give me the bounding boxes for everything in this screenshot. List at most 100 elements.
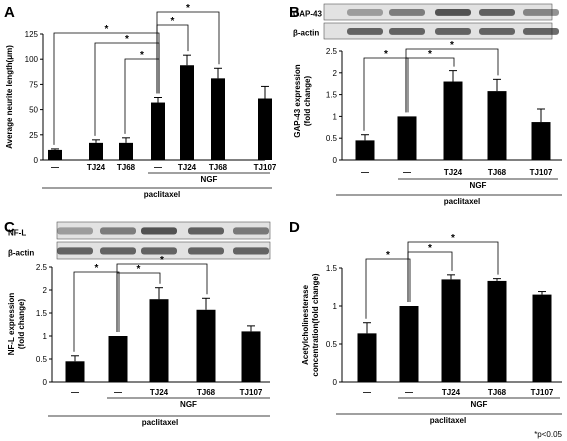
blot-band [389,28,425,35]
blot-band [435,28,471,35]
category-label: TJ68 [488,388,507,397]
y-tick-label: 0 [34,156,39,165]
significance-star: * [386,250,390,261]
significance-bracket [116,263,208,332]
significance-bracket [156,11,220,94]
significance-star: * [451,233,455,244]
treatment-label-paclitaxel: paclitaxel [144,190,180,199]
category-label: TJ24 [150,388,169,397]
y-tick-label: 2.5 [36,263,48,272]
category-label: TJ107 [254,163,277,172]
significance-star: * [384,49,388,60]
y-tick-label: 0.5 [326,340,338,349]
footnote: *p<0.05 [534,430,562,439]
y-tick-label: 1 [333,112,338,121]
y-tick-label: 2 [333,69,338,78]
blot-band [141,227,177,235]
panel-C: CNF-L β-actin 0 0.5 1 1.5 2 2.5 NF-L expression(… [4,219,271,427]
y-axis-title: NF-L expression(fold change) [7,293,26,356]
bar-C-2 [149,299,169,382]
significance-star: * [186,3,190,14]
blot-label: GAP-43 [293,10,322,19]
significance-star: * [428,49,432,60]
y-tick-label: 1 [43,332,48,341]
blot-band [188,227,224,235]
blot-band [389,9,425,16]
y-axis-title: Average neurite length(μm) [5,45,14,149]
category-label: — [114,388,122,397]
bar-A-2 [119,142,133,160]
bar-B-1 [397,116,417,160]
y-tick-label: 125 [25,30,39,39]
significance-bracket [405,48,499,113]
y-tick-label: 2.5 [326,47,338,56]
y-tick-label: 1.5 [326,91,338,100]
bar-C-4 [241,331,261,382]
bar-A-4 [180,65,194,160]
category-label: TJ24 [87,163,106,172]
treatment-label-paclitaxel: paclitaxel [430,416,466,425]
significance-bracket [407,241,499,302]
significance-star: * [105,24,109,35]
blot-band [188,247,224,255]
category-label: TJ24 [442,388,461,397]
significance-star: * [160,255,164,266]
category-label: TJ68 [209,163,228,172]
bar-D-3 [487,280,507,382]
category-label: — [361,168,369,177]
blot-band [57,247,93,255]
bar-D-1 [399,306,419,382]
panel-A: A 0 25 50 75 100 125 Average neurite length(μm)… [4,3,277,199]
blot-label: β-actin [293,29,319,38]
group-label-ngf: NGF [471,400,488,409]
significance-bracket [73,271,120,352]
blot-band [523,28,559,35]
bar-D-4 [532,294,552,382]
category-label: TJ68 [488,168,507,177]
category-label: TJ107 [531,388,554,397]
category-label: TJ107 [240,388,263,397]
category-label: — [403,168,411,177]
y-tick-label: 0.5 [36,355,48,364]
significance-star: * [450,40,454,51]
y-tick-label: 75 [29,80,38,89]
category-label: TJ24 [178,163,197,172]
category-label: — [71,388,79,397]
y-tick-label: 0 [333,378,338,387]
y-tick-label: 0.5 [326,134,338,143]
bar-C-1 [108,336,128,382]
category-label: — [51,163,59,172]
y-tick-label: 1.5 [36,309,48,318]
blot-label: β-actin [8,248,34,257]
significance-star: * [428,243,432,254]
blot-band [347,28,383,35]
y-tick-label: 0 [43,378,48,387]
bar-A-3 [151,102,165,160]
treatment-label-paclitaxel: paclitaxel [444,197,480,206]
y-axis-title: Acetylcholinesteraseconcentration(fold c… [301,273,320,376]
category-label: TJ107 [530,168,553,177]
blot-band [57,227,93,235]
panel-label: D [289,219,300,236]
blot-band [233,227,269,235]
bar-D-2 [441,279,461,382]
significance-bracket [363,57,409,131]
bar-D-0 [357,333,377,382]
blot-band [347,9,383,16]
panel-label: B [289,4,300,21]
blot-band [479,9,515,16]
blot-band [141,247,177,255]
significance-star: * [140,50,144,61]
blot-band [233,247,269,255]
y-tick-label: 0 [333,156,338,165]
panel-label: A [4,4,15,21]
group-label-ngf: NGF [180,400,197,409]
bar-C-0 [65,361,85,382]
significance-star: * [171,16,175,27]
category-label: — [405,388,413,397]
significance-star: * [125,34,129,45]
treatment-label-paclitaxel: paclitaxel [142,418,178,427]
y-axis-title: GAP-43 expression(fold change) [293,64,312,137]
category-label: TJ24 [444,168,463,177]
